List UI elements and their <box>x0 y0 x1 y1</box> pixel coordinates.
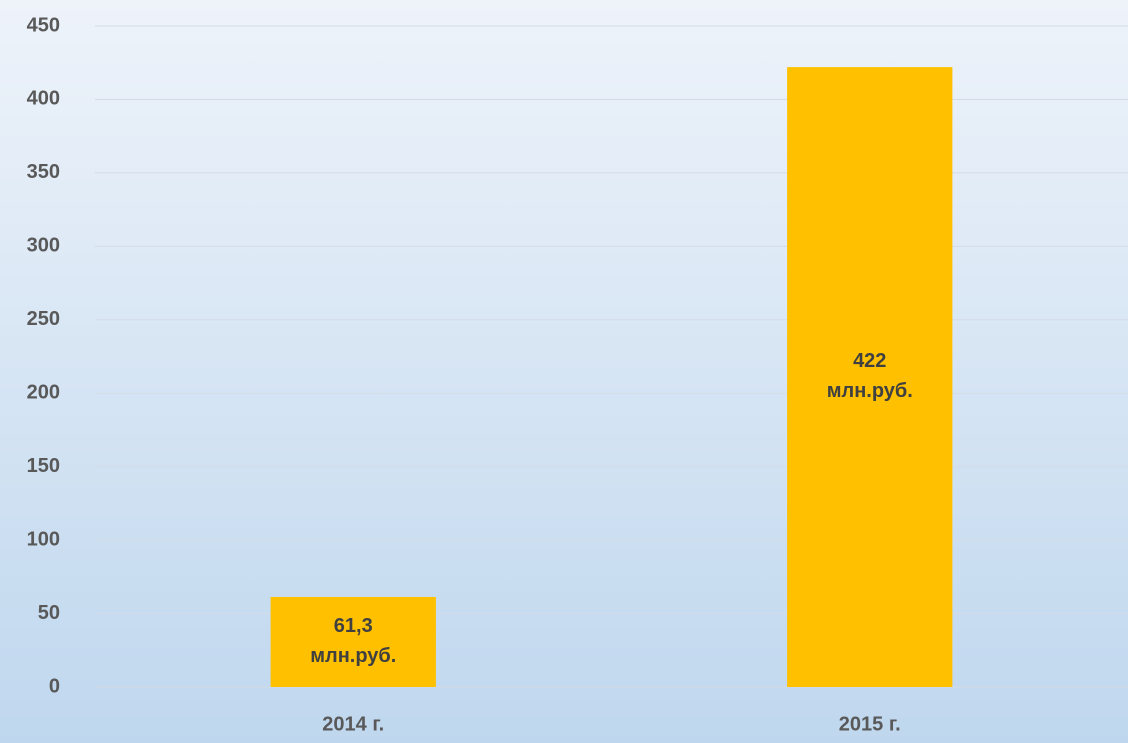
data-label: 422 млн.руб. <box>827 350 913 402</box>
y-tick-label: 0 <box>49 675 60 697</box>
y-tick-label: 450 <box>27 14 60 36</box>
y-tick-label: 300 <box>27 235 60 257</box>
y-tick-label: 350 <box>27 161 60 183</box>
x-tick-label: 2015 г. <box>839 713 901 735</box>
bar <box>270 596 436 687</box>
bar <box>787 67 953 687</box>
x-tick-label: 2014 г. <box>322 713 384 735</box>
y-tick-label: 150 <box>27 455 60 477</box>
y-tick-label: 250 <box>27 308 60 330</box>
data-label: 61,3 млн.руб. <box>310 615 396 667</box>
y-tick-label: 200 <box>27 382 60 404</box>
y-tick-label: 50 <box>38 602 60 624</box>
y-tick-label: 400 <box>27 88 60 110</box>
y-tick-label: 100 <box>27 528 60 550</box>
